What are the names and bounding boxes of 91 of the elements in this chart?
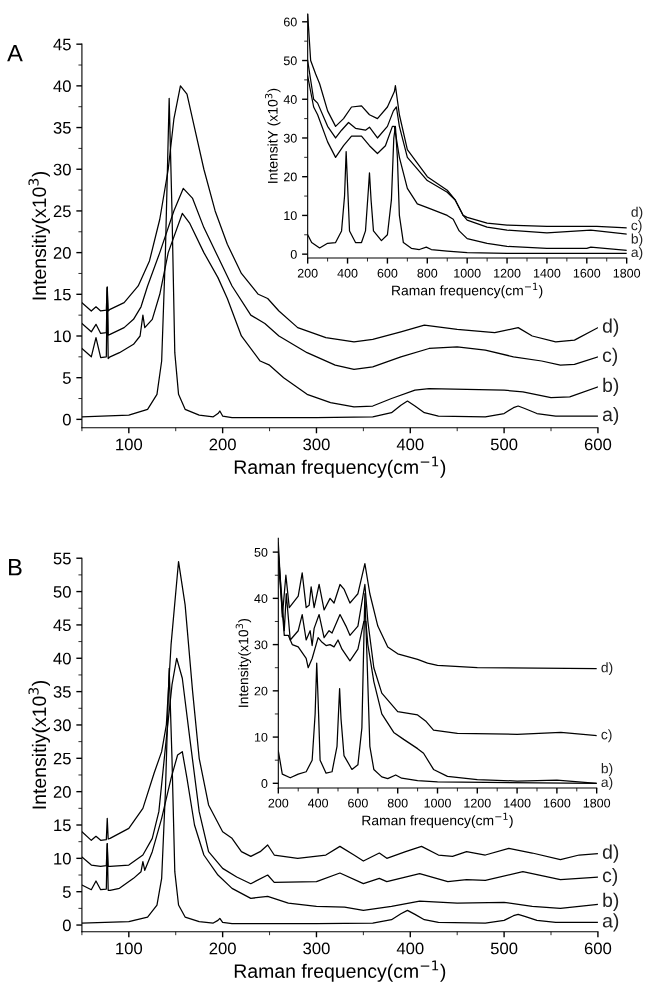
y-tick-label: 40 <box>53 652 71 665</box>
x-tick-label: 200 <box>297 268 318 278</box>
series-label: c) <box>631 220 642 234</box>
y-tick-label: 20 <box>53 786 71 798</box>
series-label: a) <box>631 246 643 260</box>
x-tick-label: 400 <box>337 268 358 278</box>
x-tick-label: 100 <box>116 942 143 955</box>
x-tick-label: 800 <box>417 268 438 278</box>
series-label: d) <box>602 844 619 863</box>
x-tick-label: 400 <box>396 438 424 451</box>
series-label: d) <box>602 318 619 337</box>
x-tick-label: 1200 <box>494 268 521 278</box>
y-tick-label: 30 <box>283 133 297 143</box>
y-tick-label: 35 <box>53 121 71 134</box>
y-tick-label: 0 <box>62 413 71 426</box>
x-tick-label: 1000 <box>454 268 481 278</box>
x-tick-label: 500 <box>490 438 518 451</box>
y-tick-label: 55 <box>53 552 71 565</box>
y-tick-label: 10 <box>54 852 71 865</box>
y-tick-label: 15 <box>54 288 71 301</box>
y-tick-label: 60 <box>283 17 297 27</box>
series-label: a) <box>602 913 619 932</box>
x-tick-label: 1200 <box>464 798 491 808</box>
y-tick-label: 45 <box>53 38 71 51</box>
y-tick-label: 25 <box>53 205 71 218</box>
series-label: b) <box>601 763 613 777</box>
y-tick-label: 5 <box>62 372 71 384</box>
x-tick-label: 800 <box>387 798 408 808</box>
y-tick-label: 0 <box>290 249 297 259</box>
x-tick-label: 1000 <box>424 798 451 808</box>
x-tick-label: 200 <box>209 438 236 451</box>
x-tick-label: 1400 <box>504 798 531 808</box>
y-tick-label: 40 <box>283 95 297 104</box>
series-label: c) <box>602 867 618 887</box>
y-axis-title: Intensitiy(x10$^{3}$) <box>28 681 50 809</box>
y-tick-label: 30 <box>254 640 268 650</box>
series-label: d) <box>601 662 613 676</box>
x-axis-title: Raman frequency(cm$^{−1}$) <box>362 812 513 829</box>
series-label: c) <box>601 729 612 743</box>
y-tick-label: 45 <box>53 619 71 632</box>
y-axis-title: IntensitY (x10$^{3}$) <box>265 88 281 183</box>
y-tick-label: 10 <box>254 732 268 742</box>
y-tick-label: 30 <box>53 719 71 732</box>
series-label: b) <box>631 233 643 247</box>
chart-title: A <box>7 45 23 62</box>
y-axis-title: Intensitiy(x10$^{3}$) <box>28 171 50 300</box>
series-label: b) <box>603 892 619 911</box>
x-tick-label: 400 <box>307 798 329 808</box>
x-tick-label: 1400 <box>533 268 561 278</box>
y-tick-label: 10 <box>284 211 297 221</box>
x-tick-label: 600 <box>584 438 612 451</box>
y-tick-label: 50 <box>254 547 268 557</box>
x-axis-title: Raman frequency(cm$^{−1}$) <box>234 456 446 478</box>
series-label: a) <box>601 776 613 790</box>
x-tick-label: 500 <box>490 942 518 955</box>
series-label: a) <box>602 406 619 426</box>
y-tick-label: 40 <box>254 594 268 604</box>
y-tick-label: 40 <box>53 80 71 93</box>
y-tick-label: 50 <box>283 56 297 66</box>
x-tick-label: 100 <box>116 438 143 451</box>
x-tick-label: 200 <box>268 798 289 808</box>
series-label: b) <box>603 377 619 396</box>
x-tick-label: 600 <box>348 798 368 808</box>
y-tick-label: 25 <box>53 752 71 765</box>
y-tick-label: 20 <box>283 172 297 182</box>
y-tick-label: 0 <box>261 779 268 788</box>
y-tick-label: 35 <box>53 686 71 698</box>
x-tick-label: 1600 <box>543 798 571 808</box>
x-tick-label: 600 <box>584 942 612 955</box>
series-label: c) <box>602 347 618 366</box>
y-tick-label: 0 <box>62 919 71 932</box>
x-tick-label: 200 <box>209 942 236 955</box>
y-tick-label: 20 <box>53 247 71 259</box>
x-axis-title: Raman frequency(cm$^{−1}$) <box>392 282 543 299</box>
x-tick-label: 1600 <box>573 268 601 278</box>
x-tick-label: 1800 <box>613 268 641 278</box>
y-tick-label: 10 <box>54 330 71 343</box>
y-axis-title: Intensity(x10$^{3}$) <box>235 618 252 707</box>
y-tick-label: 30 <box>53 163 71 176</box>
y-tick-label: 20 <box>254 686 268 696</box>
chart-title: B <box>9 559 22 576</box>
x-tick-label: 1800 <box>583 798 611 808</box>
y-tick-label: 15 <box>54 819 71 832</box>
x-tick-label: 600 <box>377 268 398 278</box>
x-axis-title: Raman frequency(cm$^{−1}$) <box>234 960 446 982</box>
series-label: d) <box>631 206 643 220</box>
x-tick-label: 400 <box>396 942 424 955</box>
x-tick-label: 300 <box>303 438 330 451</box>
y-tick-label: 50 <box>53 585 71 598</box>
y-tick-label: 5 <box>62 886 71 898</box>
x-tick-label: 300 <box>303 942 330 955</box>
